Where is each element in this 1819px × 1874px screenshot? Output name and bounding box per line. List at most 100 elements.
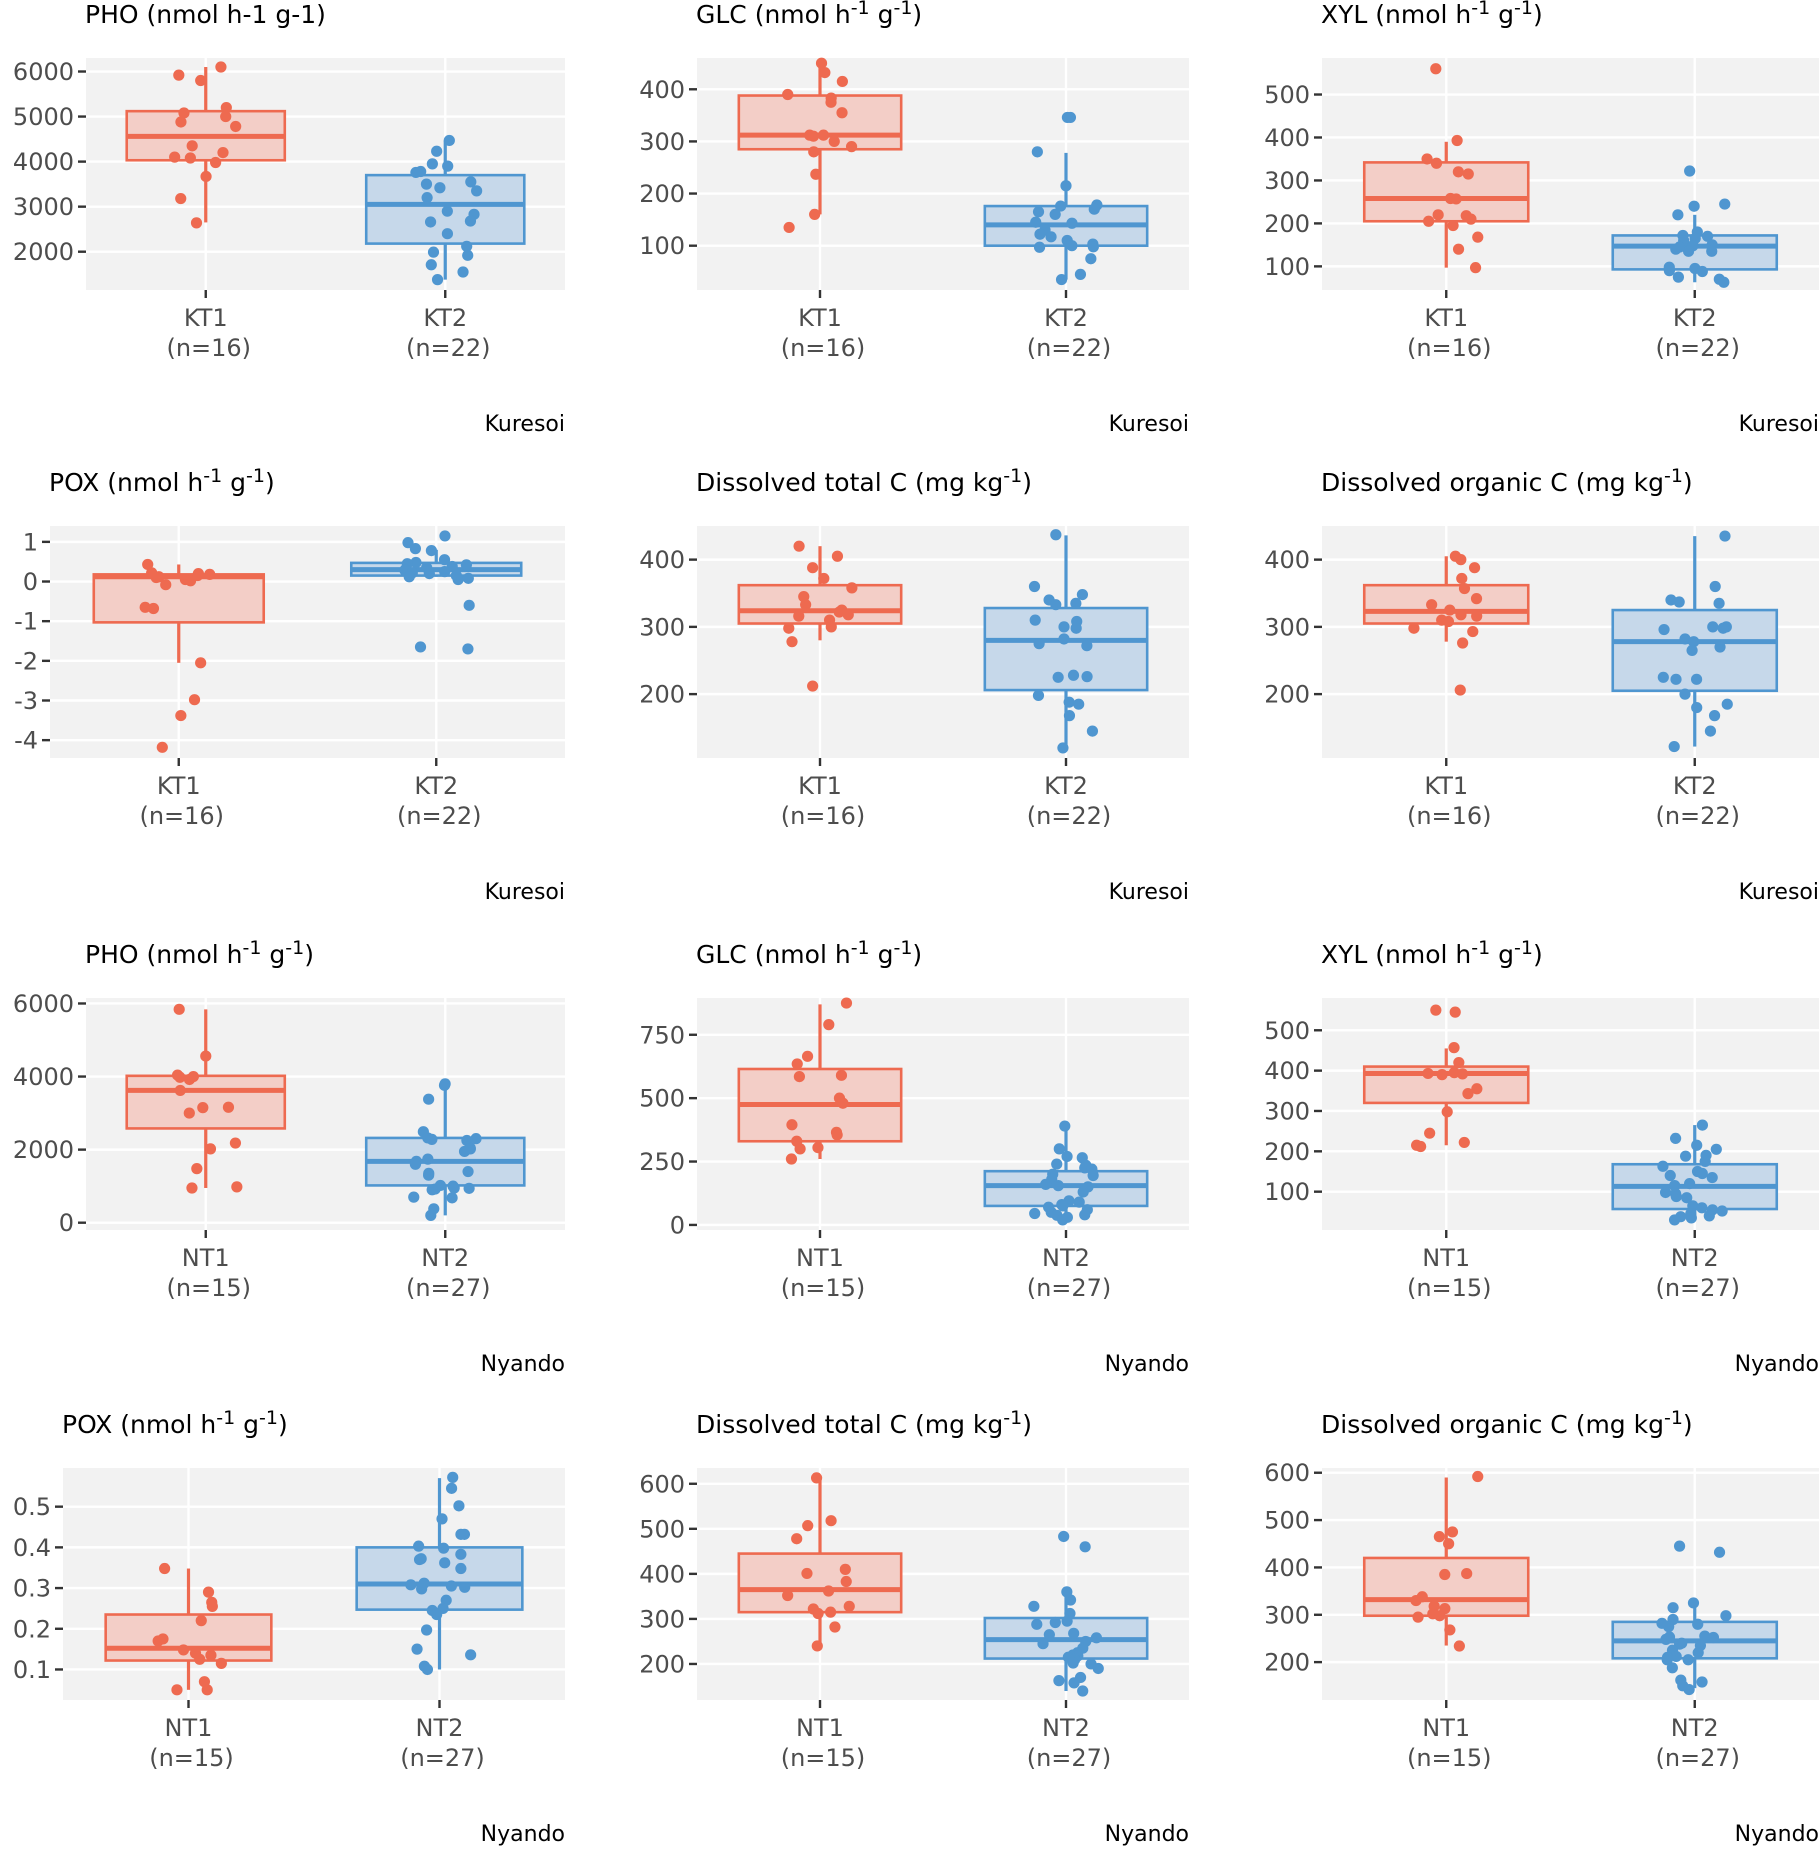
x-sample-size-label: (n=15): [1407, 1744, 1492, 1772]
data-point: [1701, 230, 1714, 242]
boxplot-svg: 200 300 400 500 600 NT1(n=15) NT2(n=27): [639, 1468, 1189, 1772]
x-category-label: KT2: [1673, 772, 1717, 800]
boxplot-panel: XYL (nmol h-1 g-1) Kuresoi 100 200 300 400 500…: [1236, 0, 1819, 464]
data-point: [1657, 671, 1669, 683]
data-point: [169, 151, 181, 163]
data-point: [1706, 245, 1718, 257]
y-tick-label: 600: [639, 1470, 685, 1498]
y-tick-label: 1: [23, 528, 38, 556]
data-point: [462, 1165, 474, 1178]
data-point: [411, 1643, 423, 1655]
data-point: [1659, 1186, 1672, 1199]
y-tick-label: 400: [639, 1560, 685, 1588]
data-point: [462, 249, 474, 261]
data-point: [1037, 1638, 1049, 1650]
x-sample-size-label: (n=22): [397, 802, 482, 830]
data-point: [425, 259, 437, 271]
data-point: [1462, 168, 1474, 180]
site-caption: Nyando: [1104, 1352, 1189, 1377]
data-point: [1087, 1169, 1099, 1182]
boxplot-svg: 1 0 -1 -2 -3 -4 KT1(n=16) KT2(n=22): [14, 526, 565, 830]
data-point: [205, 1649, 217, 1661]
data-point: [422, 1153, 434, 1165]
data-point: [1432, 209, 1444, 221]
data-point: [1714, 641, 1726, 653]
data-point: [421, 192, 433, 204]
panel-title: XYL (nmol h-1 g-1): [1321, 0, 1543, 29]
data-point: [1452, 243, 1465, 255]
x-category-label: NT2: [1042, 1714, 1090, 1742]
data-point: [439, 566, 451, 578]
data-point: [1408, 622, 1420, 634]
data-point: [1704, 725, 1717, 737]
boxplot-svg: 100 200 300 400 500 NT1(n=15) NT2(n=27): [1264, 998, 1819, 1302]
title-text: Dissolved total C (mg kg: [696, 1410, 1004, 1439]
boxplot-panel: XYL (nmol h-1 g-1) Nyando 100 200 300 400 500 N…: [1236, 939, 1819, 1404]
y-tick-label: 0.1: [13, 1656, 51, 1684]
data-point: [783, 221, 795, 234]
data-point: [1053, 1143, 1065, 1155]
data-point: [1061, 1150, 1073, 1163]
data-point: [423, 567, 435, 580]
box-group-nt2: [1611, 1119, 1779, 1226]
data-point: [810, 1472, 823, 1484]
title-superscript: -1: [242, 937, 262, 959]
data-point: [1443, 1538, 1455, 1550]
y-tick-label: 500: [1264, 81, 1310, 109]
data-point: [1684, 1178, 1696, 1190]
data-point: [194, 1653, 206, 1665]
data-point: [1436, 1069, 1448, 1081]
data-point: [1049, 208, 1061, 221]
x-sample-size-label: (n=16): [781, 334, 866, 362]
data-point: [458, 1145, 471, 1158]
x-category-label: KT2: [1044, 772, 1088, 800]
data-point: [1087, 241, 1099, 253]
title-superscript: -1: [1003, 1407, 1023, 1429]
data-point: [836, 75, 848, 88]
data-point: [1688, 636, 1700, 648]
data-point: [183, 1073, 196, 1086]
title-text: ): [1022, 468, 1032, 497]
data-point: [455, 1548, 467, 1560]
title-text: g: [1490, 0, 1515, 29]
data-point: [1670, 1650, 1682, 1663]
data-point: [1679, 1150, 1692, 1162]
title-text: POX (nmol h: [49, 468, 204, 497]
data-point: [1050, 529, 1062, 541]
data-point: [413, 1553, 426, 1566]
x-category-label: KT1: [798, 772, 842, 800]
panel-title: Dissolved total C (mg kg-1): [696, 1407, 1032, 1440]
data-point: [1064, 111, 1077, 124]
panel-title: Dissolved total C (mg kg-1): [696, 467, 1032, 498]
data-point: [437, 1542, 450, 1554]
data-point: [1088, 203, 1100, 215]
data-point: [1040, 1178, 1052, 1190]
data-point: [1690, 673, 1703, 685]
data-point: [1430, 63, 1442, 75]
x-sample-size-label: (n=15): [781, 1744, 866, 1772]
data-point: [1421, 153, 1433, 165]
x-sample-size-label: (n=27): [406, 1274, 491, 1302]
data-point: [818, 572, 830, 585]
box-group-kt2: [983, 111, 1149, 286]
title-superscript: -1: [1663, 465, 1683, 487]
title-superscript: -1: [246, 465, 265, 487]
data-point: [1692, 1647, 1704, 1659]
data-point: [403, 571, 415, 583]
y-tick-label: 4000: [13, 1063, 74, 1091]
data-point: [1423, 215, 1435, 227]
title-text: ): [1682, 468, 1693, 497]
box-group-nt1: [737, 997, 903, 1165]
data-point: [801, 1567, 813, 1580]
boxplot-svg: 0 2000 4000 6000 NT1(n=15) NT2(n=27): [13, 990, 565, 1302]
data-point: [452, 573, 464, 586]
data-point: [1043, 1629, 1055, 1641]
data-point: [1721, 698, 1733, 710]
data-point: [1664, 1169, 1676, 1182]
data-point: [421, 1624, 433, 1636]
iqr-box: [1362, 161, 1530, 223]
y-tick-label: 6000: [13, 58, 74, 86]
data-point: [425, 544, 438, 557]
y-tick-label: 200: [1264, 1138, 1310, 1166]
boxplot-panel: PHO (nmol h-1 g-1) Nyando 0 2000 4000 6000 NT1…: [0, 937, 600, 1404]
